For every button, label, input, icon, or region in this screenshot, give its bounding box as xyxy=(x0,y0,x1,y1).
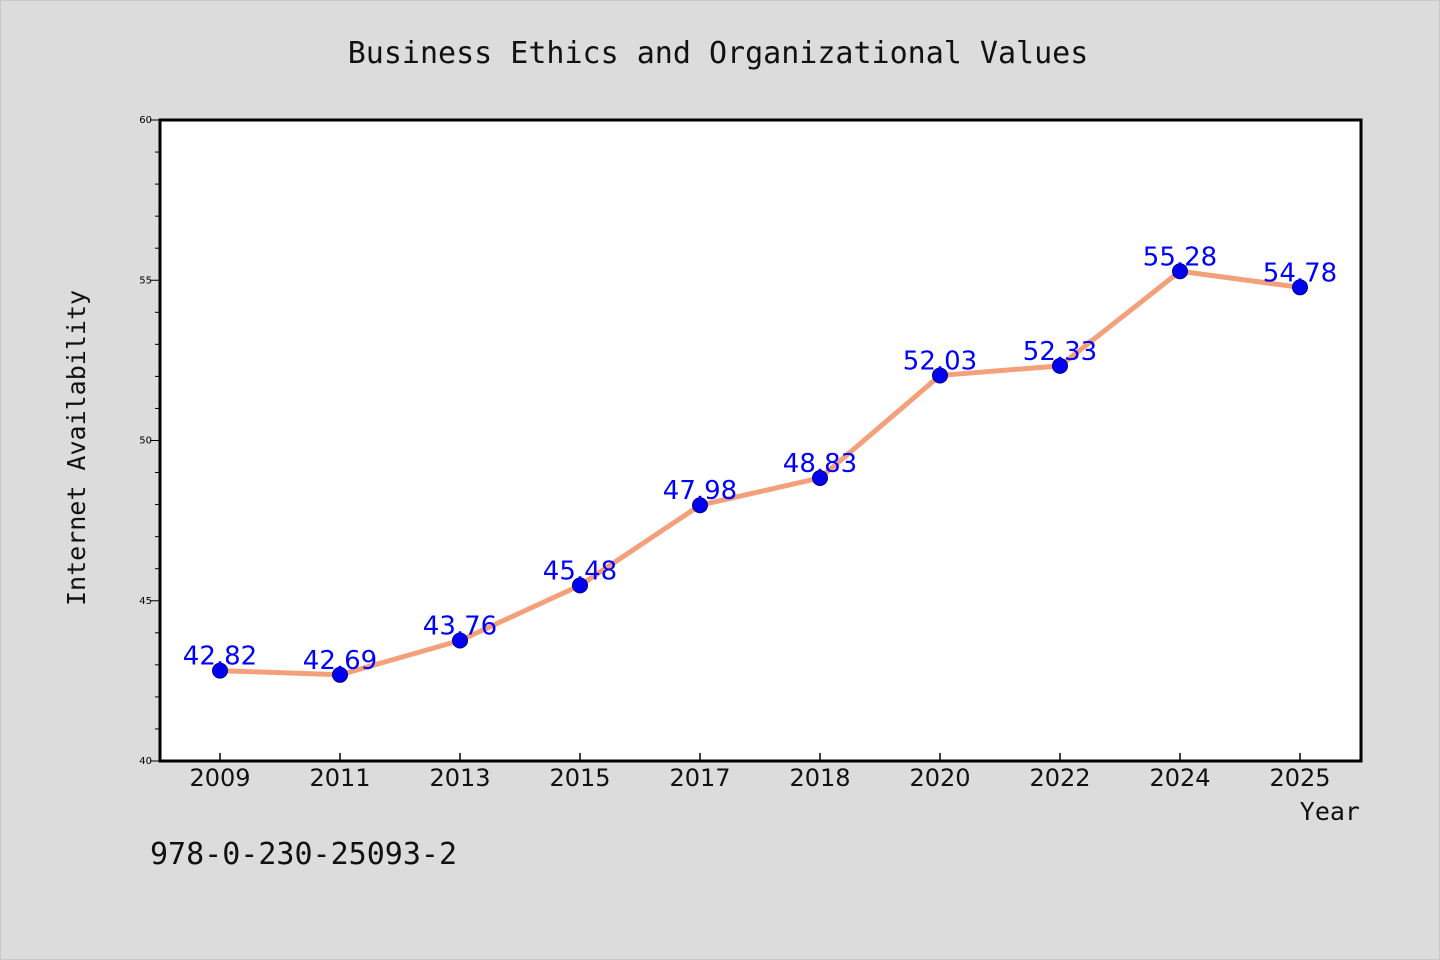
y-tick-label: 50 xyxy=(139,436,152,447)
chart-title: Business Ethics and Organizational Value… xyxy=(348,36,1089,71)
y-tick-label: 55 xyxy=(139,275,152,286)
data-label: 42.82 xyxy=(183,642,257,672)
data-point xyxy=(692,497,708,514)
data-label: 52.03 xyxy=(903,346,977,376)
data-label: 45.48 xyxy=(543,556,617,586)
data-point xyxy=(1052,357,1068,374)
x-tick-label: 2020 xyxy=(909,764,970,792)
data-markers xyxy=(212,263,1308,683)
data-label: 47.98 xyxy=(663,476,737,506)
data-label: 52.33 xyxy=(1023,337,1097,367)
y-tick-label: 60 xyxy=(139,115,152,126)
x-axis: 2009 2011 2013 2015 2017 2018 2020 2022 2024 2025 xyxy=(189,753,1331,792)
x-axis-label: Year xyxy=(1300,797,1360,826)
x-tick-label: 2011 xyxy=(309,764,370,792)
data-label: 43.76 xyxy=(423,611,497,641)
data-label: 42.69 xyxy=(303,646,377,676)
data-point xyxy=(212,662,228,679)
x-tick-label: 2018 xyxy=(789,764,850,792)
plot-area xyxy=(158,118,1363,763)
data-point xyxy=(332,666,348,683)
data-labels: 42.82 42.69 43.76 45.48 47.98 48.83 52.03 52.33… xyxy=(183,242,1337,676)
x-tick-label: 2025 xyxy=(1269,764,1330,792)
y-axis-label: Internet Availability xyxy=(62,290,91,606)
data-label: 55.28 xyxy=(1143,242,1217,272)
x-tick-label: 2009 xyxy=(189,764,250,792)
x-tick-label: 2022 xyxy=(1029,764,1090,792)
y-tick-label: 40 xyxy=(139,756,152,767)
series-line xyxy=(219,268,1301,678)
data-point xyxy=(572,577,588,594)
x-tick-label: 2017 xyxy=(669,764,730,792)
x-tick-label: 2024 xyxy=(1149,764,1210,792)
isbn-footnote: 978-0-230-25093-2 xyxy=(150,837,457,872)
x-tick-label: 2015 xyxy=(549,764,610,792)
y-axis: 40 45 50 55 60 xyxy=(139,115,160,767)
data-point xyxy=(452,632,468,649)
data-point xyxy=(1292,279,1308,296)
data-point xyxy=(1172,263,1188,280)
x-tick-label: 2013 xyxy=(429,764,490,792)
data-label: 54.78 xyxy=(1263,258,1337,288)
data-point xyxy=(812,469,828,486)
y-tick-label: 45 xyxy=(139,596,152,607)
data-point xyxy=(932,367,948,384)
data-label: 48.83 xyxy=(783,449,857,479)
